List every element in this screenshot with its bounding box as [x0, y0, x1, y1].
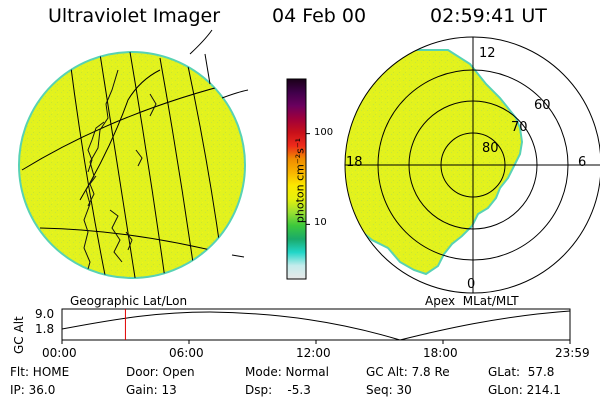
status-gc-alt: GC Alt: 7.8 Re	[366, 365, 450, 379]
mlat-label-80: 80	[482, 141, 499, 156]
x-tick-0600: 06:00	[169, 346, 204, 360]
colorbar-tick-10: 10	[314, 217, 327, 229]
mlt-label-0: 0	[467, 277, 476, 292]
geographic-caption: Geographic Lat/Lon	[70, 294, 188, 308]
time-label: 02:59:41 UT	[430, 5, 547, 27]
polar-grid	[344, 36, 600, 294]
coastline	[83, 69, 157, 277]
altitude-curve	[61, 310, 571, 341]
status-door: Door: Open	[126, 365, 195, 379]
x-ticks	[61, 340, 571, 344]
instrument-title: Ultraviolet Imager	[48, 5, 221, 27]
date-label: 04 Feb 00	[272, 5, 367, 27]
x-tick-1200: 12:00	[296, 346, 331, 360]
mlat-label-60: 60	[534, 98, 551, 113]
mlt-label-12: 12	[479, 46, 496, 61]
mlt-label-18: 18	[346, 155, 363, 170]
mlat-label-70: 70	[511, 120, 528, 135]
status-flight: Flt: HOME	[10, 365, 70, 379]
status-gain: Gain: 13	[126, 383, 177, 397]
status-glon: GLon: 214.1	[488, 383, 561, 397]
polar-caption: Apex MLat/MLT	[425, 294, 519, 308]
x-tick-0000: 00:00	[42, 346, 77, 360]
status-glat: GLat: 57.8	[488, 365, 555, 379]
mlt-label-6: 6	[578, 155, 587, 170]
altitude-ytick-1-8: 1.8	[35, 322, 55, 336]
status-mode: Mode: Normal	[245, 365, 329, 379]
status-seq: Seq: 30	[366, 383, 412, 397]
colorbar-tick-100: 100	[314, 126, 334, 138]
status-ip: IP: 36.0	[10, 383, 56, 397]
altitude-ylabel: GC Alt	[12, 316, 26, 354]
x-tick-2359: 23:59	[555, 346, 590, 360]
geo-disk	[18, 51, 246, 279]
x-tick-1800: 18:00	[423, 346, 458, 360]
status-dsp: Dsp: -5.3	[245, 383, 311, 397]
altitude-ytick-9: 9.0	[35, 307, 55, 321]
geo-outer-lines	[189, 29, 249, 258]
